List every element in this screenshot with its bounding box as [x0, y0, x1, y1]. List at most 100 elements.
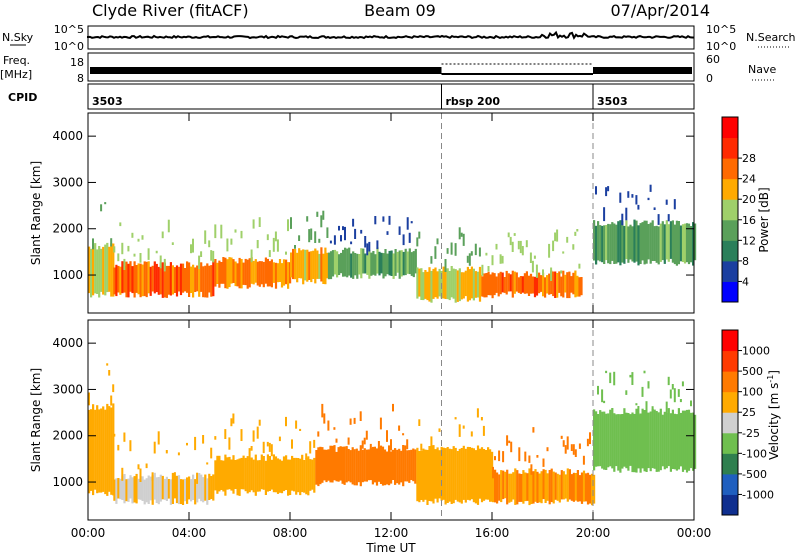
heatmap-cell	[326, 227, 329, 238]
heatmap-cell	[550, 267, 553, 281]
heatmap-cell	[589, 474, 592, 504]
nsearch-tick-top: 10^5	[706, 23, 736, 36]
heatmap-cell	[143, 479, 146, 505]
heatmap-cell	[113, 433, 116, 437]
heatmap-cell	[659, 223, 662, 262]
heatmap-cell	[161, 262, 164, 298]
heatmap-cell	[315, 450, 318, 485]
heatmap-cell	[141, 476, 144, 501]
heatmap-cell	[562, 471, 565, 500]
heatmap-cell	[304, 249, 307, 281]
heatmap-cell	[244, 457, 247, 492]
heatmap-cell	[655, 225, 658, 263]
heatmap-cell	[252, 430, 255, 442]
heatmap-cell	[198, 473, 201, 499]
heatmap-cell	[554, 232, 557, 242]
heatmap-cell	[354, 228, 357, 239]
heatmap-cell	[228, 257, 231, 288]
heatmap-cell	[171, 265, 174, 295]
heatmap-cell	[452, 268, 455, 299]
heatmap-cell	[212, 250, 215, 263]
freq-tick-bottom: 8	[77, 72, 84, 85]
heatmap-cell	[194, 267, 197, 292]
heatmap-cell	[155, 263, 158, 293]
heatmap-cell	[133, 476, 136, 503]
heatmap-cell	[687, 409, 691, 471]
heatmap-cell	[470, 266, 473, 299]
heatmap-cell	[651, 220, 654, 261]
y-tick-label: 4000	[52, 129, 83, 143]
heatmap-cell	[462, 445, 465, 500]
x-tick-label: 16:00	[475, 526, 510, 540]
freq-band-1	[90, 67, 442, 74]
heatmap-cell	[228, 456, 231, 490]
heatmap-cell	[422, 448, 425, 502]
heatmap-cell	[254, 454, 257, 496]
heatmap-cell	[444, 448, 447, 505]
heatmap-cell	[155, 477, 158, 503]
heatmap-cell	[131, 477, 134, 504]
heatmap-cell	[374, 216, 377, 225]
heatmap-cell	[495, 276, 498, 293]
heatmap-cell	[402, 433, 405, 436]
heatmap-cell	[266, 234, 269, 241]
heatmap-cell	[509, 236, 512, 246]
heatmap-cell	[564, 474, 567, 499]
heatmap-cell	[556, 229, 559, 242]
heatmap-cell	[542, 272, 545, 297]
heatmap-cell	[192, 264, 195, 298]
heatmap-cell	[690, 412, 693, 469]
heatmap-cell	[462, 233, 465, 246]
heatmap-cell	[155, 250, 158, 254]
heatmap-cell	[621, 213, 624, 226]
heatmap-cell	[418, 268, 421, 297]
heatmap-cell	[574, 231, 577, 236]
heatmap-cell	[623, 225, 626, 264]
colorbar-swatch	[722, 432, 738, 454]
heatmap-cell	[177, 266, 181, 292]
heatmap-cell	[377, 446, 381, 482]
heatmap-cell	[621, 220, 624, 263]
heatmap-cell	[125, 479, 128, 502]
heatmap-cell	[342, 249, 345, 277]
heatmap-cell	[438, 450, 441, 499]
heatmap-cell	[619, 414, 622, 473]
heatmap-cell	[637, 414, 640, 469]
heatmap-cell	[352, 251, 355, 279]
heatmap-cell	[679, 412, 683, 467]
heatmap-cell	[258, 460, 261, 492]
heatmap-cell	[338, 225, 340, 231]
heatmap-cell	[418, 451, 421, 503]
heatmap-cell	[584, 473, 588, 502]
heatmap-cell	[430, 270, 433, 303]
x-tick-label: 08:00	[273, 526, 308, 540]
heatmap-cell	[145, 478, 148, 503]
velocity-colorbar-label-end: ]	[767, 370, 781, 375]
heatmap-cell	[230, 257, 233, 284]
heatmap-cell	[450, 449, 453, 504]
heatmap-cell	[323, 449, 326, 481]
heatmap-cell	[161, 475, 164, 500]
heatmap-cell	[506, 435, 509, 446]
heatmap-cell	[308, 251, 311, 280]
heatmap-cell	[96, 405, 99, 494]
nsearch-label: N.Search	[746, 31, 796, 44]
heatmap-cell	[562, 440, 565, 447]
heatmap-cell	[270, 459, 273, 490]
heatmap-cell	[224, 429, 227, 439]
heatmap-cell	[597, 414, 600, 467]
heatmap-cell	[394, 448, 397, 485]
heatmap-cell	[478, 448, 482, 499]
heatmap-cell	[482, 425, 485, 436]
heatmap-cell	[378, 251, 381, 276]
heatmap-cell	[368, 249, 371, 279]
heatmap-cell	[562, 251, 565, 254]
heatmap-cell	[619, 220, 622, 266]
heatmap-cell	[518, 473, 521, 502]
heatmap-cell	[458, 268, 461, 302]
heatmap-cell	[110, 243, 113, 297]
heatmap-cell	[436, 238, 439, 245]
heatmap-cell	[631, 194, 634, 198]
colorbar-swatch	[722, 137, 738, 159]
heatmap-cell	[131, 232, 134, 238]
